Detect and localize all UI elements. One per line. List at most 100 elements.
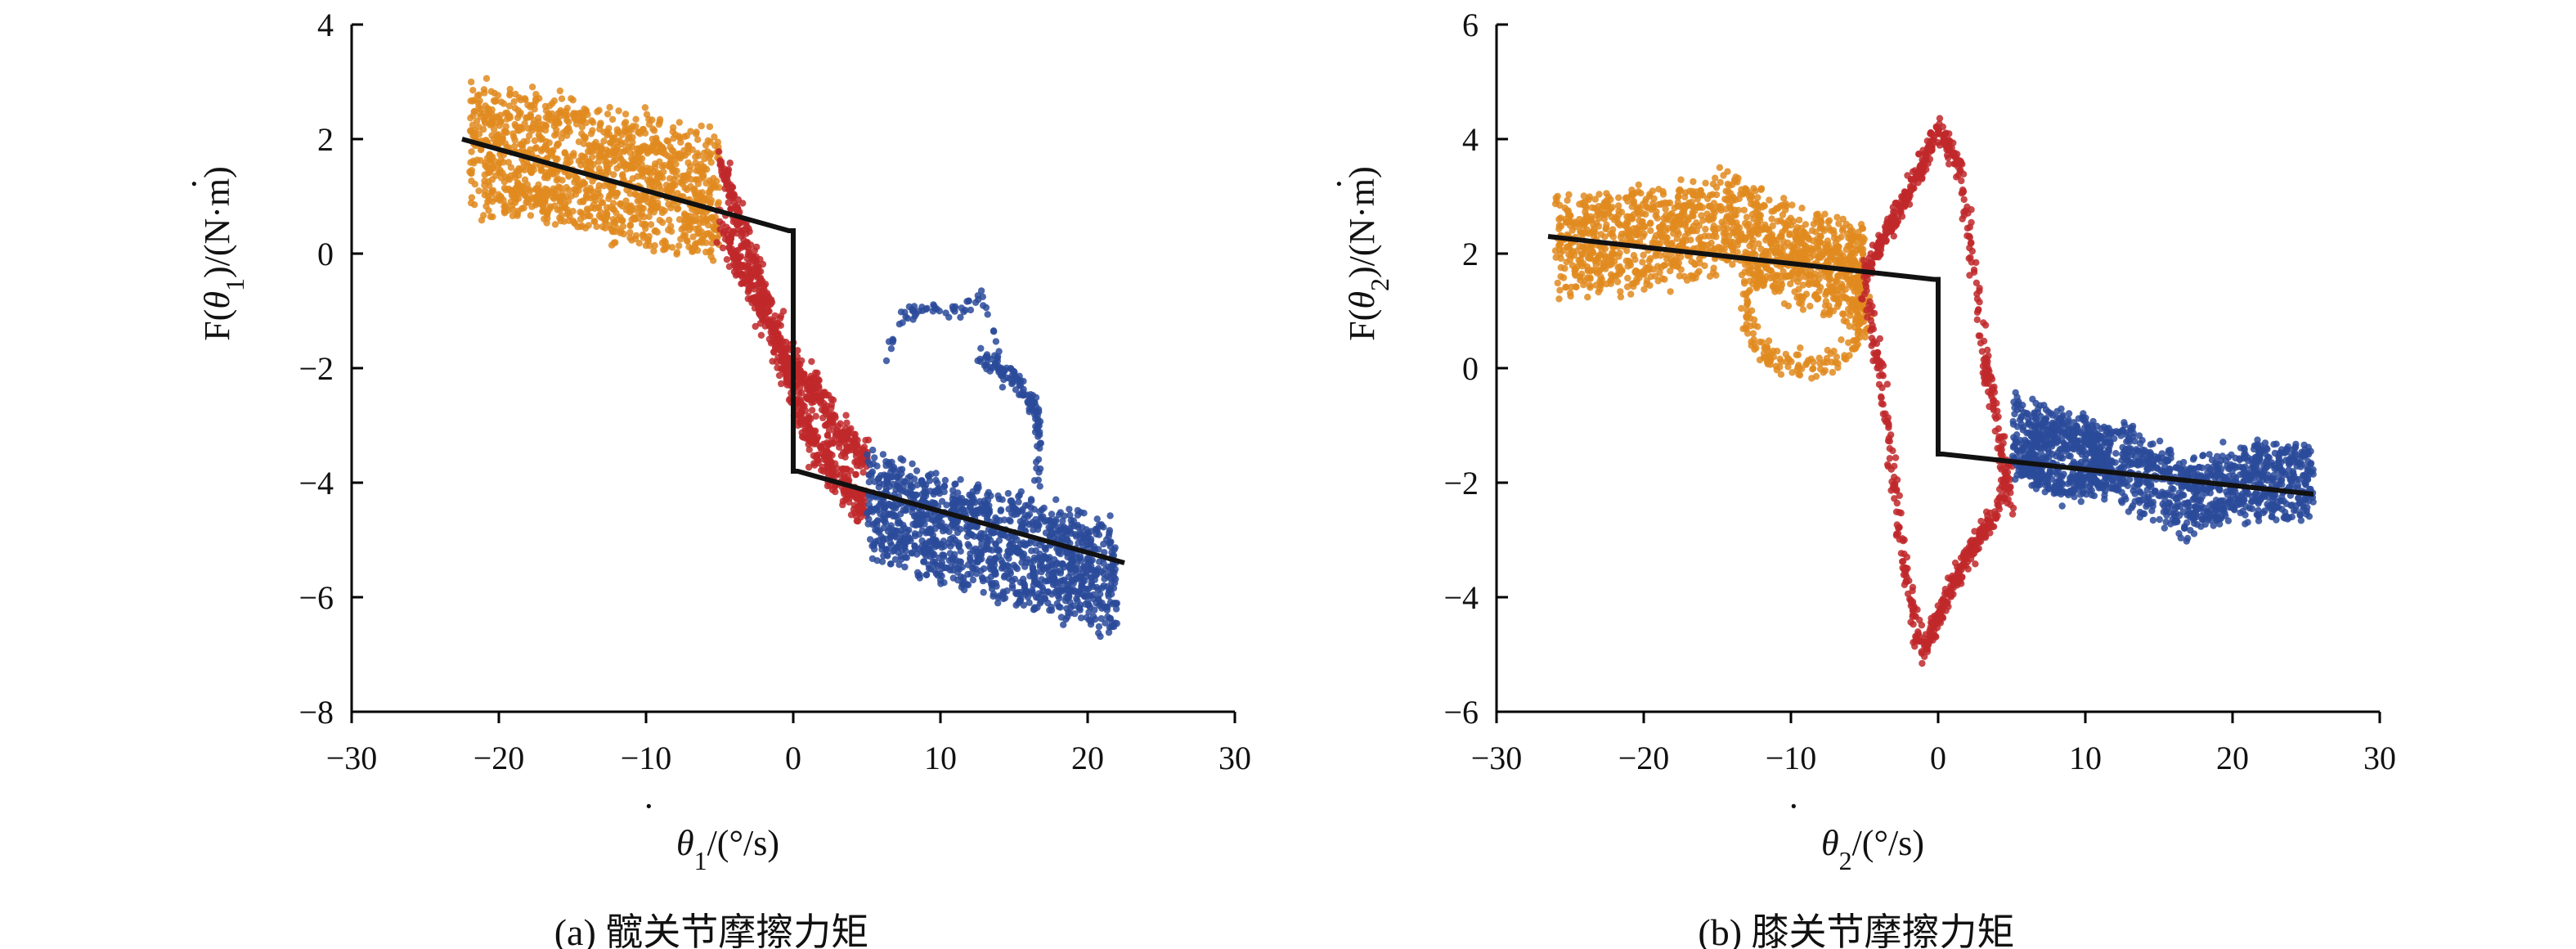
data-point (477, 146, 485, 154)
data-point (1035, 408, 1043, 416)
data-point (675, 242, 683, 250)
data-point (693, 128, 700, 136)
data-point (713, 239, 720, 246)
data-point (752, 322, 759, 331)
data-point (1720, 172, 1727, 179)
data-point (694, 230, 702, 237)
data-point (509, 130, 517, 137)
data-point (683, 132, 691, 140)
data-point (1672, 257, 1681, 264)
data-point (603, 146, 610, 154)
data-point (1797, 300, 1806, 308)
data-point (1034, 416, 1042, 423)
data-point (598, 199, 605, 206)
data-point (676, 134, 684, 142)
data-point (1699, 204, 1707, 211)
data-point (1032, 458, 1040, 466)
data-point (666, 216, 673, 224)
caption-a: (a) 髋关节摩擦力矩 (554, 911, 869, 949)
data-point (481, 187, 489, 195)
data-point (596, 121, 604, 128)
data-point (636, 204, 644, 211)
data-point (1084, 531, 1092, 538)
data-point (680, 210, 689, 218)
data-point (606, 104, 613, 111)
data-point (1676, 214, 1685, 223)
data-point (681, 184, 689, 191)
data-point (978, 540, 985, 547)
data-point (1787, 280, 1794, 288)
data-point (955, 542, 963, 549)
data-point (1675, 192, 1682, 200)
data-point (1615, 202, 1622, 209)
data-point (509, 201, 516, 209)
data-point (987, 537, 994, 544)
data-point (1094, 564, 1102, 573)
data-point (1059, 517, 1066, 524)
data-point (658, 218, 666, 227)
y-axis-label-dot-a: · (174, 178, 214, 190)
data-point (578, 124, 586, 131)
data-point (649, 125, 657, 133)
data-point (1635, 188, 1642, 196)
data-point (527, 168, 535, 175)
data-point (1048, 510, 1056, 518)
data-point (1586, 274, 1594, 281)
data-point (469, 132, 477, 140)
data-point (469, 157, 477, 164)
data-point (668, 146, 675, 154)
data-point (1824, 218, 1832, 226)
data-point (651, 242, 658, 250)
data-point (967, 570, 975, 578)
data-point (819, 414, 827, 421)
data-point (773, 358, 780, 366)
data-point (502, 123, 509, 130)
data-point (1092, 615, 1099, 623)
data-point (1697, 187, 1704, 194)
scatter-points-b (1551, 115, 2317, 668)
data-point (1093, 515, 1101, 523)
data-point (887, 345, 895, 353)
data-point (918, 480, 927, 488)
data-point (864, 451, 871, 458)
data-point (1730, 244, 1737, 251)
data-point (541, 102, 550, 110)
data-point (1021, 582, 1029, 590)
data-point (1654, 214, 1661, 222)
data-point (1601, 233, 1609, 241)
data-point (729, 193, 736, 201)
data-point (1609, 250, 1616, 257)
data-point (1106, 587, 1114, 594)
data-point (644, 150, 651, 157)
data-point (766, 316, 774, 323)
data-point (1005, 506, 1012, 513)
data-point (518, 142, 526, 149)
data-point (1690, 178, 1697, 186)
data-point (995, 366, 1003, 373)
data-point (711, 214, 719, 221)
data-point (1790, 241, 1797, 249)
data-point (563, 155, 571, 163)
x-tick-label: −10 (621, 740, 672, 776)
data-point (977, 287, 985, 295)
data-point (486, 112, 493, 120)
data-point (1050, 521, 1057, 528)
data-point (805, 463, 813, 471)
data-point (1663, 200, 1672, 207)
data-point (587, 164, 595, 173)
data-point (541, 215, 548, 223)
data-point (1640, 286, 1648, 293)
data-point (1624, 219, 1631, 227)
data-point (992, 338, 1000, 345)
data-point (893, 527, 900, 534)
data-point (517, 109, 524, 117)
data-point (739, 263, 747, 271)
data-point (817, 443, 825, 451)
data-point (545, 139, 553, 146)
data-point (756, 309, 763, 317)
data-point (1647, 219, 1654, 227)
data-point (1674, 199, 1681, 206)
data-point (473, 92, 482, 100)
data-point (485, 196, 493, 204)
data-point (1712, 174, 1719, 182)
